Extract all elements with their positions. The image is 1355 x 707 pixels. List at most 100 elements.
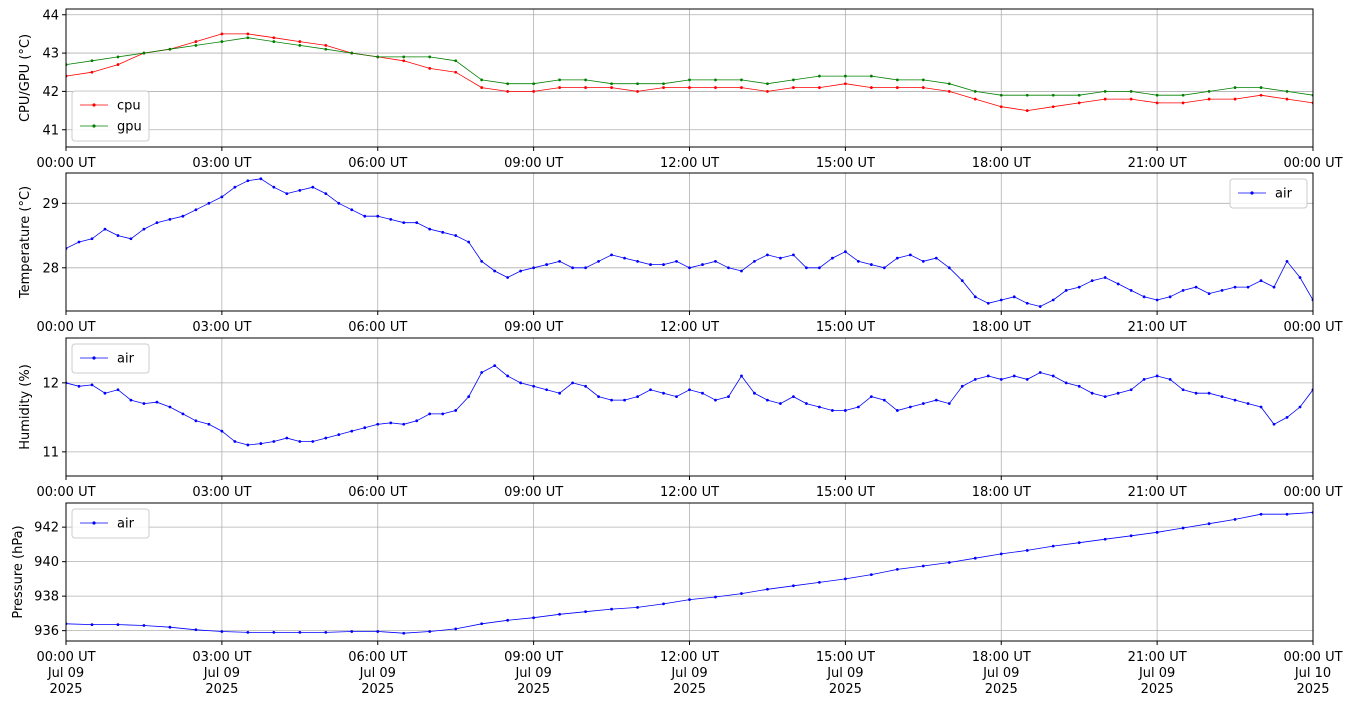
data-point xyxy=(1077,101,1081,105)
y-tick-label: 11 xyxy=(42,445,59,460)
data-point xyxy=(1012,295,1016,299)
data-point xyxy=(753,259,756,263)
data-point xyxy=(350,630,354,633)
data-point xyxy=(90,623,94,627)
data-point xyxy=(480,78,484,82)
legend-label: air xyxy=(1275,187,1293,202)
data-point xyxy=(636,605,639,609)
data-point xyxy=(1103,97,1107,101)
data-point xyxy=(90,237,94,241)
series-gpu xyxy=(66,36,1313,97)
data-point xyxy=(480,371,484,374)
data-point xyxy=(207,201,211,205)
data-point xyxy=(986,301,990,305)
data-point xyxy=(194,419,198,423)
data-point xyxy=(869,74,873,78)
data-point xyxy=(662,391,665,395)
data-point xyxy=(1012,374,1016,378)
data-point xyxy=(1168,378,1172,381)
data-point xyxy=(1025,109,1029,112)
series-air xyxy=(66,511,1313,635)
data-point xyxy=(532,82,536,86)
data-point xyxy=(960,384,964,388)
x-tick-label: 00:00 UT xyxy=(36,485,95,500)
data-point xyxy=(246,443,250,447)
data-point xyxy=(817,266,821,270)
x-tick-label: 09:00 UT xyxy=(504,320,563,335)
data-point xyxy=(1155,93,1159,97)
data-point xyxy=(792,395,795,399)
x-tick-label: 15:00 UT xyxy=(816,485,875,500)
data-point xyxy=(428,412,432,416)
legend: air xyxy=(1229,178,1308,209)
panel-3: 11 12 00:00 UT 03:00 UT 06:00 UT 09:00 UT 12:0… xyxy=(18,337,1343,500)
data-point xyxy=(921,402,925,405)
data-point xyxy=(1129,388,1133,392)
data-point xyxy=(116,55,120,59)
data-point xyxy=(441,412,445,416)
data-point xyxy=(558,78,562,82)
y-tick-label: 940 xyxy=(34,555,59,570)
series-air xyxy=(66,177,1313,308)
data-point xyxy=(584,86,587,89)
data-point xyxy=(272,630,276,634)
data-point xyxy=(830,409,834,412)
legend: air xyxy=(71,508,150,539)
data-point xyxy=(1025,93,1029,97)
data-point xyxy=(869,86,873,89)
data-point xyxy=(973,97,977,101)
data-point xyxy=(129,398,133,402)
data-point xyxy=(973,556,977,560)
data-point xyxy=(272,185,276,189)
data-point xyxy=(454,59,458,63)
data-point xyxy=(623,398,626,402)
data-point xyxy=(662,263,665,266)
data-point xyxy=(636,90,639,93)
data-point xyxy=(194,44,198,47)
x-tick-label: 12:00 UT xyxy=(660,485,719,500)
data-point xyxy=(1285,512,1289,516)
data-point xyxy=(142,402,146,405)
y-tick-label: 942 xyxy=(34,521,59,536)
data-point xyxy=(999,93,1003,97)
data-point xyxy=(1142,295,1146,299)
x-tick-label: 18:00 UT xyxy=(972,320,1031,335)
data-point xyxy=(1155,101,1159,105)
data-point xyxy=(1051,374,1055,378)
data-point xyxy=(233,440,237,443)
data-point xyxy=(298,440,302,443)
x-tick-label: 06:00 UT xyxy=(348,320,407,335)
data-point xyxy=(688,598,691,601)
data-point xyxy=(1090,391,1094,395)
legend-marker xyxy=(92,356,96,360)
data-point xyxy=(753,391,756,395)
y-axis-label: Temperature (°C) xyxy=(18,186,33,299)
data-point xyxy=(246,32,250,36)
data-point xyxy=(1233,285,1237,289)
data-point xyxy=(1181,388,1185,392)
data-point xyxy=(558,391,562,395)
data-point xyxy=(493,364,497,367)
data-point xyxy=(792,253,795,257)
data-point xyxy=(220,429,224,433)
data-point xyxy=(1116,391,1120,395)
data-point xyxy=(727,266,730,270)
y-tick-label: 936 xyxy=(34,624,59,639)
data-point xyxy=(688,78,691,82)
data-point xyxy=(1129,534,1133,538)
data-point xyxy=(1207,292,1211,295)
legend: air xyxy=(71,343,150,374)
x-tick-label: 03:00 UT xyxy=(192,156,251,171)
legend-marker xyxy=(92,103,96,107)
data-point xyxy=(129,237,133,241)
data-point xyxy=(740,86,743,89)
legend-marker xyxy=(92,124,96,128)
data-point xyxy=(415,221,419,225)
data-point xyxy=(1103,395,1107,399)
data-point xyxy=(116,388,120,392)
data-point xyxy=(584,78,587,82)
x-tick-label: 03:00 UT xyxy=(192,320,251,335)
data-point xyxy=(272,36,276,40)
x-tick-label: 15:00 UT xyxy=(816,320,875,335)
data-point xyxy=(402,631,406,635)
